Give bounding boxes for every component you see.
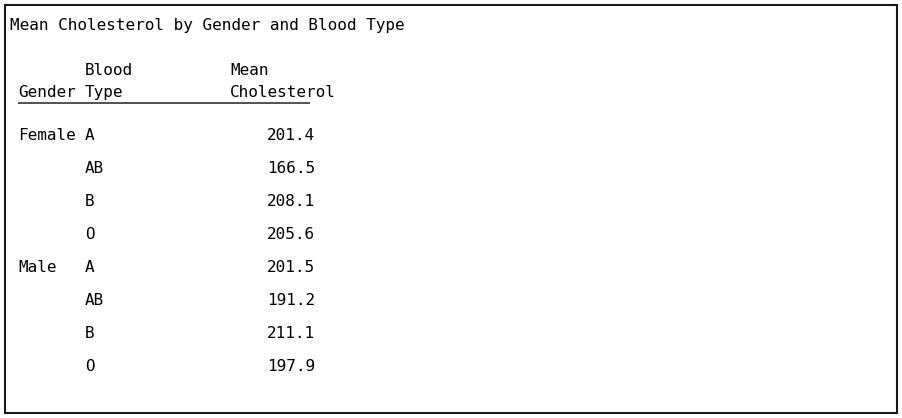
- Text: 211.1: 211.1: [267, 326, 315, 341]
- Text: 208.1: 208.1: [267, 194, 315, 209]
- Text: Female: Female: [18, 128, 76, 143]
- Text: Mean: Mean: [230, 63, 269, 78]
- Text: 201.4: 201.4: [267, 128, 315, 143]
- Text: B: B: [85, 326, 95, 341]
- Text: 197.9: 197.9: [267, 359, 315, 374]
- Text: B: B: [85, 194, 95, 209]
- Text: 201.5: 201.5: [267, 260, 315, 275]
- Text: 205.6: 205.6: [267, 227, 315, 242]
- Text: A: A: [85, 128, 95, 143]
- Text: O: O: [85, 227, 95, 242]
- Text: Gender: Gender: [18, 85, 76, 100]
- Text: Male: Male: [18, 260, 57, 275]
- Text: AB: AB: [85, 161, 105, 176]
- Text: Type: Type: [85, 85, 124, 100]
- Text: A: A: [85, 260, 95, 275]
- Text: O: O: [85, 359, 95, 374]
- Text: 191.2: 191.2: [267, 293, 315, 308]
- Text: 166.5: 166.5: [267, 161, 315, 176]
- Text: AB: AB: [85, 293, 105, 308]
- Text: Mean Cholesterol by Gender and Blood Type: Mean Cholesterol by Gender and Blood Typ…: [10, 18, 405, 33]
- Text: Cholesterol: Cholesterol: [230, 85, 336, 100]
- Text: Blood: Blood: [85, 63, 133, 78]
